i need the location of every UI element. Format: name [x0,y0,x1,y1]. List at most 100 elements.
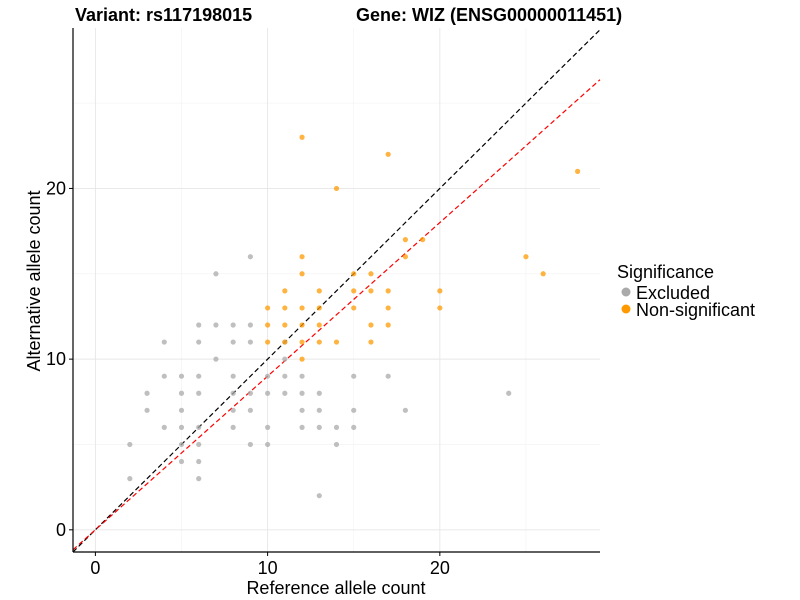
data-point-excluded [506,390,512,396]
data-point-excluded [196,373,202,379]
data-point-non-significant [351,288,357,294]
data-point-non-significant [316,322,322,328]
data-point-non-significant [299,134,305,140]
data-point-non-significant [316,305,322,311]
data-point-non-significant [333,339,340,345]
chart-title-gene: Gene: WIZ (ENSG00000011451) [356,5,622,25]
data-point-non-significant [333,185,340,192]
data-point-non-significant [385,322,391,328]
y-axis-ticks: 0 10 20 [46,178,73,540]
data-point-excluded [127,441,133,448]
data-point-excluded [230,407,236,413]
data-point-excluded [282,373,288,379]
data-point-excluded [247,441,253,448]
data-point-excluded [265,373,271,379]
data-point-non-significant [316,339,322,345]
data-point-non-significant [437,288,443,294]
data-point-non-significant [385,288,391,294]
data-point-non-significant [282,288,288,294]
data-point-non-significant [523,254,529,260]
data-point-non-significant [368,288,374,294]
data-point-excluded [316,424,322,431]
y-tick-label: 10 [46,349,66,369]
legend-key-non-significant [621,304,631,314]
data-point-non-significant [368,271,374,277]
data-point-excluded [247,390,253,396]
data-point-excluded [230,390,236,396]
x-tick-label: 0 [90,558,100,578]
data-point-non-significant [299,254,305,260]
data-point-non-significant [575,168,581,174]
data-point-excluded [247,407,253,413]
data-point-excluded [196,476,202,482]
legend: Significance Excluded Non-significant [617,262,755,320]
data-point-excluded [213,356,219,362]
chart-title-variant: Variant: rs117198015 [75,5,252,25]
y-tick-label: 0 [56,520,66,540]
data-point-non-significant [265,339,271,345]
data-point-excluded [265,390,271,396]
data-point-excluded [230,339,236,345]
data-point-excluded [351,424,357,431]
data-point-excluded [299,373,305,379]
data-points [127,134,581,499]
data-point-excluded [316,407,322,413]
data-point-excluded [196,441,202,448]
legend-label-excluded: Excluded [636,283,710,303]
data-point-excluded [213,322,219,328]
data-point-non-significant [265,322,271,328]
data-point-excluded [333,424,340,431]
data-point-non-significant [299,271,305,277]
data-point-excluded [196,322,202,328]
data-point-non-significant [368,339,374,345]
legend-label-non-significant: Non-significant [636,300,755,320]
reference-lines [72,29,601,553]
x-tick-label: 10 [258,558,278,578]
data-point-excluded [299,390,305,396]
data-point-excluded [161,339,167,345]
data-point-excluded [402,407,408,413]
data-point-non-significant [351,271,357,277]
data-point-excluded [351,407,357,413]
data-point-excluded [333,441,340,448]
data-point-non-significant [316,288,322,294]
data-point-excluded [282,356,288,362]
data-point-excluded [247,339,253,345]
data-point-excluded [230,373,236,379]
fit-line [72,79,601,551]
data-point-non-significant [351,305,357,311]
data-point-excluded [299,424,305,431]
data-point-excluded [178,424,185,431]
data-point-non-significant [299,322,305,328]
data-point-excluded [127,476,133,482]
data-point-excluded [178,390,185,396]
data-point-excluded [196,339,202,345]
data-point-excluded [247,254,253,260]
data-point-excluded [265,424,271,431]
data-point-non-significant [420,237,426,243]
data-point-non-significant [282,339,288,345]
data-point-non-significant [299,305,305,311]
data-point-excluded [265,441,271,448]
data-point-non-significant [437,305,443,311]
data-point-non-significant [540,271,546,277]
data-point-non-significant [402,237,408,243]
data-point-excluded [196,390,202,396]
data-point-non-significant [299,356,305,362]
x-axis-title: Reference allele count [246,578,425,598]
data-point-excluded [213,271,219,277]
data-point-excluded [282,390,288,396]
data-point-non-significant [402,254,408,260]
data-point-non-significant [368,322,374,328]
y-tick-label: 20 [46,178,66,198]
data-point-excluded [385,373,391,379]
data-point-non-significant [299,339,305,345]
data-point-excluded [196,458,202,465]
data-point-excluded [299,407,305,413]
y-axis-title: Alternative allele count [24,190,44,371]
data-point-excluded [230,322,236,328]
x-tick-label: 20 [430,558,450,578]
identity-line [72,29,601,553]
data-point-excluded [144,407,150,413]
data-point-excluded [316,493,322,499]
